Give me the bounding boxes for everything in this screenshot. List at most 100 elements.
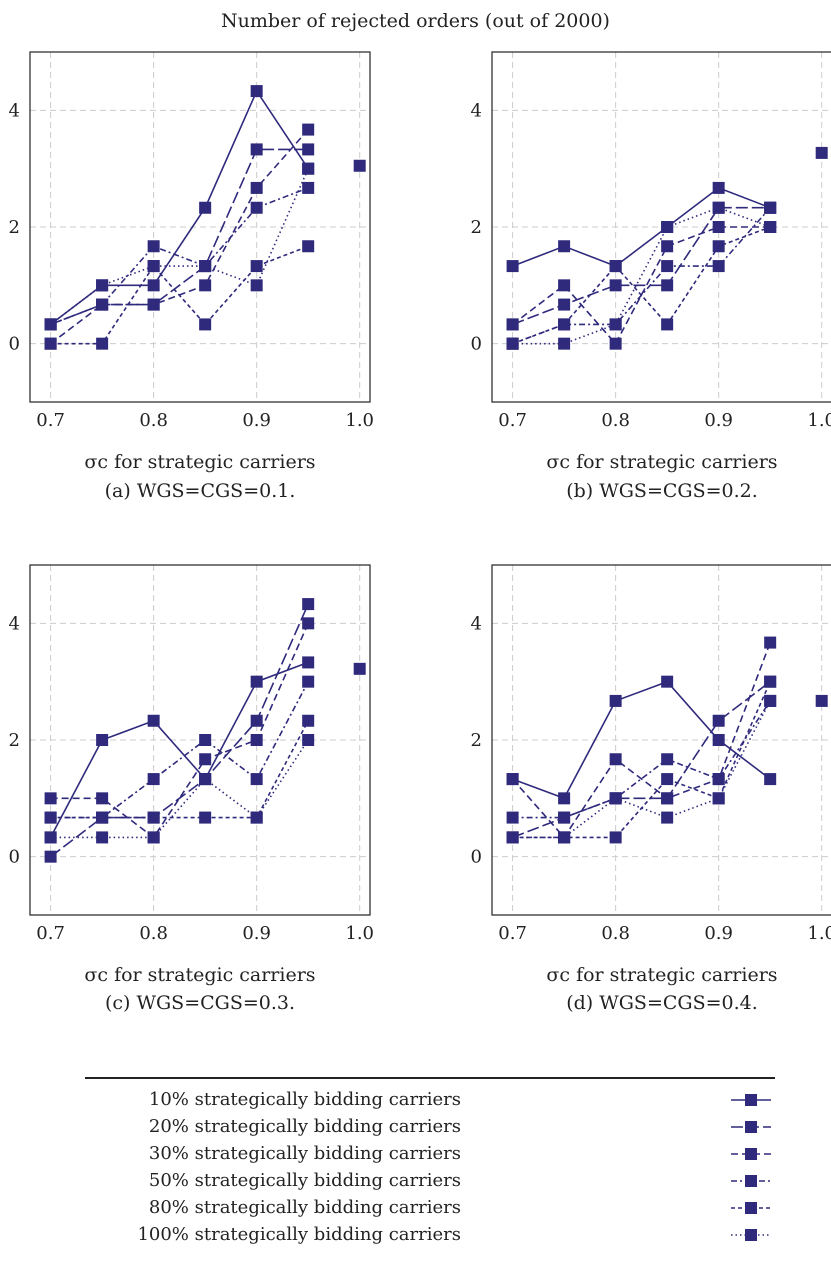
data-point-marker (199, 260, 212, 273)
series-line-3 (50, 129, 309, 345)
x-tick-label: 0.7 (498, 410, 527, 431)
data-point-marker (250, 734, 263, 746)
data-point-marker (199, 753, 212, 766)
data-point-marker (609, 792, 622, 805)
x-axis-label: σc for strategic carriers (546, 964, 777, 986)
data-point-marker (250, 143, 263, 156)
data-point-marker (302, 714, 315, 727)
data-point-marker (250, 279, 263, 292)
data-point-marker (558, 831, 571, 844)
data-point-marker (609, 260, 622, 273)
x-tick-label: 0.8 (139, 410, 168, 431)
data-point-marker (815, 146, 828, 159)
data-point-marker (250, 773, 263, 786)
panel-caption: (c) WGS=CGS=0.3. (105, 992, 295, 1014)
data-point-marker (302, 181, 315, 194)
chart-panel-4: 0.7 0.8 0.9 1.0 0 2 4 σc for strategic carriers… (471, 564, 831, 1014)
data-point-marker (302, 162, 315, 175)
legend-line-marker (731, 1094, 771, 1106)
y-tick-label: 4 (471, 613, 482, 634)
data-point-marker (353, 159, 366, 172)
series-line-2 (50, 148, 309, 326)
series-line-1 (512, 680, 771, 800)
data-point-marker (302, 123, 315, 136)
data-point-marker (147, 298, 160, 311)
data-point-marker (558, 298, 571, 311)
x-tick-label: 0.8 (601, 410, 630, 431)
data-point-marker (147, 714, 160, 727)
plot-frame (29, 51, 371, 403)
legend-item: 10% strategically bidding carriers (85, 1087, 775, 1114)
series-line-1 (49, 661, 309, 838)
y-tick-label: 4 (9, 613, 20, 634)
x-tick-label: 0.7 (498, 923, 527, 944)
data-point-marker (302, 617, 315, 630)
data-point-marker (250, 714, 263, 727)
y-tick-label: 0 (9, 334, 20, 355)
x-axis-label: σc for strategic carriers (84, 964, 315, 986)
legend-label: 100% strategically bidding carriers (137, 1224, 461, 1245)
data-point-marker (250, 181, 263, 194)
data-point-marker (712, 773, 725, 786)
y-tick-label: 4 (471, 100, 482, 121)
data-point-marker (661, 260, 674, 273)
data-point-marker (44, 850, 57, 863)
legend-label: 20% strategically bidding carriers (148, 1116, 461, 1137)
legend-line-marker (731, 1175, 771, 1187)
data-point-marker (609, 337, 622, 350)
legend-label: 80% strategically bidding carriers (148, 1197, 461, 1218)
legend-line-marker (731, 1202, 771, 1214)
x-tick-label: 0.9 (704, 923, 733, 944)
legend-label: 50% strategically bidding carriers (148, 1170, 461, 1191)
series-line-1 (50, 89, 309, 326)
series-line-6 (50, 739, 309, 839)
data-point-marker (147, 260, 160, 273)
data-point-marker (44, 811, 57, 824)
data-point-marker (609, 694, 622, 707)
series-line-3 (512, 642, 771, 839)
data-point-marker (506, 260, 519, 273)
data-point-marker (609, 831, 622, 844)
data-point-marker (199, 811, 212, 824)
x-tick-label: 1.0 (345, 410, 374, 431)
series-line-3 (50, 622, 309, 839)
x-tick-label: 1.0 (807, 923, 831, 944)
y-tick-label: 2 (9, 730, 20, 751)
y-tick-label: 0 (471, 847, 482, 868)
data-point-marker (147, 279, 160, 292)
data-point-marker (147, 240, 160, 253)
data-point-marker (712, 714, 725, 727)
series-line-5 (50, 720, 309, 819)
data-point-marker (558, 811, 571, 824)
data-point-marker (764, 773, 777, 786)
data-point-marker (764, 694, 777, 707)
data-point-marker (96, 811, 109, 824)
series-group (506, 636, 828, 844)
x-tick-label: 0.7 (36, 410, 65, 431)
data-point-marker (147, 831, 160, 844)
data-point-marker (199, 773, 212, 786)
plot-frame (491, 564, 831, 916)
data-point-marker (661, 792, 674, 805)
series-group (44, 85, 366, 350)
data-point-marker (199, 318, 212, 331)
chart-panel-2: 0.7 0.8 0.9 1.0 0 2 4 σc for strategic carriers… (471, 51, 831, 502)
data-point-marker (609, 753, 622, 766)
legend: 10% strategically bidding carriers 20% st… (85, 1077, 775, 1249)
series-group (44, 598, 366, 863)
data-point-marker (302, 598, 315, 611)
data-point-marker (712, 734, 725, 746)
data-point-marker (250, 85, 263, 98)
data-point-marker (712, 240, 725, 253)
data-point-marker (506, 773, 519, 786)
data-point-marker (44, 337, 57, 350)
series-line-2 (512, 206, 771, 326)
legend-line-marker (731, 1229, 771, 1241)
series-line-4 (512, 207, 771, 345)
x-tick-label: 0.9 (242, 410, 271, 431)
data-point-marker (302, 143, 315, 156)
legend-line-marker (731, 1148, 771, 1160)
data-point-marker (712, 260, 725, 273)
data-point-marker (661, 773, 674, 786)
series-line-1 (512, 186, 771, 268)
